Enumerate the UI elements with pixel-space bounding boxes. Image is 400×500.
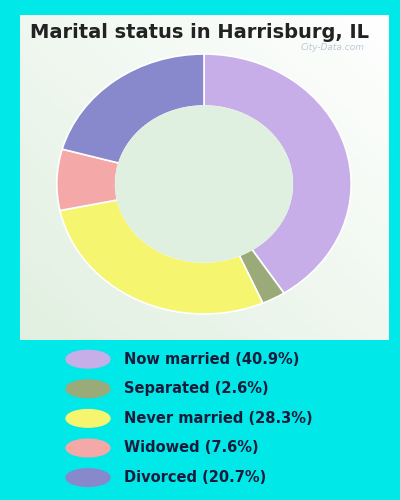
Circle shape (116, 106, 292, 262)
Circle shape (66, 350, 110, 368)
Text: Never married (28.3%): Never married (28.3%) (124, 411, 313, 426)
Circle shape (66, 439, 110, 457)
Wedge shape (60, 200, 263, 314)
Wedge shape (62, 54, 204, 163)
Wedge shape (239, 250, 284, 303)
Circle shape (66, 410, 110, 427)
Text: City-Data.com: City-Data.com (301, 43, 365, 52)
Text: Separated (2.6%): Separated (2.6%) (124, 382, 269, 396)
Circle shape (66, 469, 110, 486)
Text: Now married (40.9%): Now married (40.9%) (124, 352, 299, 366)
Circle shape (66, 380, 110, 398)
Wedge shape (57, 149, 119, 210)
Text: Widowed (7.6%): Widowed (7.6%) (124, 440, 259, 456)
Text: Divorced (20.7%): Divorced (20.7%) (124, 470, 266, 485)
Wedge shape (204, 54, 351, 293)
Text: Marital status in Harrisburg, IL: Marital status in Harrisburg, IL (30, 22, 370, 42)
